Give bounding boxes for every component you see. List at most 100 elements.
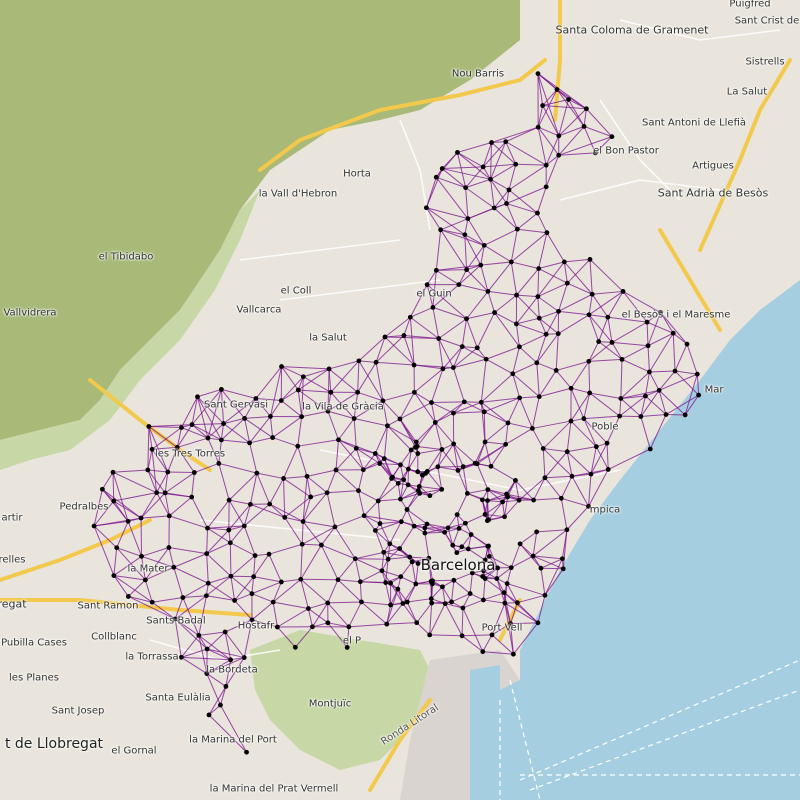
graph-node <box>373 359 379 365</box>
graph-node <box>304 473 310 479</box>
graph-edge <box>561 497 589 507</box>
graph-node <box>395 586 401 592</box>
graph-edge <box>542 89 558 106</box>
graph-node <box>174 445 180 450</box>
graph-edge <box>113 555 142 577</box>
graph-edge <box>301 410 329 418</box>
graph-edge <box>502 499 520 503</box>
graph-node <box>204 646 210 652</box>
graph-edge <box>207 389 222 439</box>
graph-edge <box>607 316 648 323</box>
graph-edge <box>326 469 337 493</box>
graph-edge <box>563 261 593 295</box>
graph-edge <box>591 293 609 318</box>
graph-node <box>422 525 428 531</box>
graph-node <box>247 440 252 446</box>
graph-node <box>149 446 155 452</box>
graph-edge <box>220 704 247 753</box>
graph-edge <box>383 425 388 459</box>
graph-edge <box>640 390 660 417</box>
graph-edge <box>504 603 514 655</box>
graph-edge <box>375 530 391 545</box>
graph-node <box>361 513 367 519</box>
graph-node <box>514 292 519 298</box>
graph-edge <box>484 411 509 424</box>
label-olimpica: mpica <box>589 504 621 516</box>
graph-edge <box>355 448 364 470</box>
graph-node <box>556 133 562 139</box>
graph-node <box>310 624 315 630</box>
graph-edge <box>567 282 593 295</box>
graph-edge <box>566 506 589 531</box>
graph-node <box>429 400 434 405</box>
graph-edge <box>207 437 220 464</box>
graph-edge <box>484 397 520 413</box>
graph-edge <box>563 261 568 284</box>
graph-node <box>694 371 700 377</box>
graph-node <box>226 497 232 503</box>
graph-edge <box>407 598 432 603</box>
label-besos-maresme: el Besòs i el Maresme <box>621 309 731 321</box>
graph-edge <box>334 526 356 560</box>
graph-edge <box>327 601 362 604</box>
graph-node <box>643 393 648 399</box>
label-martir: artir <box>1 512 23 524</box>
label-el-coll: el Coll <box>280 285 312 297</box>
graph-edge <box>462 346 487 360</box>
label-sant-crist: Sant Crist de <box>734 15 800 27</box>
graph-edge <box>173 566 209 584</box>
graph-edge <box>465 187 495 209</box>
graph-node <box>244 749 249 755</box>
graph-edge <box>490 444 507 467</box>
graph-node <box>270 599 276 605</box>
graph-node <box>417 490 423 496</box>
graph-edge <box>297 368 330 391</box>
graph-edge <box>399 402 432 420</box>
graph-edge <box>588 314 608 318</box>
graph-edge <box>560 498 568 530</box>
graph-edge <box>493 207 518 230</box>
graph-node <box>605 314 611 320</box>
graph-edge <box>327 368 330 412</box>
graph-edge <box>268 543 303 555</box>
graph-edge <box>206 657 245 674</box>
graph-edge <box>229 525 245 544</box>
graph-edge <box>113 469 148 473</box>
graph-edge <box>141 555 174 568</box>
label-vallcarca: Vallcarca <box>236 304 282 316</box>
graph-edge <box>441 586 446 604</box>
graph-node <box>411 362 417 368</box>
graph-edge <box>611 321 648 343</box>
graph-node <box>404 599 410 605</box>
graph-node <box>540 446 546 451</box>
graph-edge <box>542 98 569 107</box>
graph-node <box>504 201 509 206</box>
graph-edge <box>649 370 676 373</box>
graph-edge <box>543 448 568 453</box>
graph-node <box>559 556 565 562</box>
graph-edge <box>437 449 443 467</box>
graph-edge <box>494 294 517 313</box>
label-mar: Mar <box>704 384 724 396</box>
graph-edge <box>224 631 232 660</box>
label-sant-adria: Sant Adrià de Besòs <box>657 186 769 200</box>
graph-edge <box>221 389 245 419</box>
graph-edge <box>388 556 410 560</box>
graph-node <box>375 498 381 504</box>
graph-node <box>589 291 595 297</box>
graph-edge <box>400 484 409 500</box>
graph-node <box>450 542 456 548</box>
graph-edge <box>658 373 698 391</box>
graph-edge <box>297 439 339 447</box>
graph-edge <box>590 468 609 475</box>
graph-edge <box>281 366 330 370</box>
graph-edge <box>363 515 376 531</box>
graph-edges <box>93 73 700 753</box>
graph-node <box>189 422 195 427</box>
label-vall-hebron: la Vall d'Hebron <box>258 188 338 200</box>
graph-edge <box>488 545 499 569</box>
graph-node <box>206 712 212 718</box>
graph-edge <box>224 619 253 633</box>
